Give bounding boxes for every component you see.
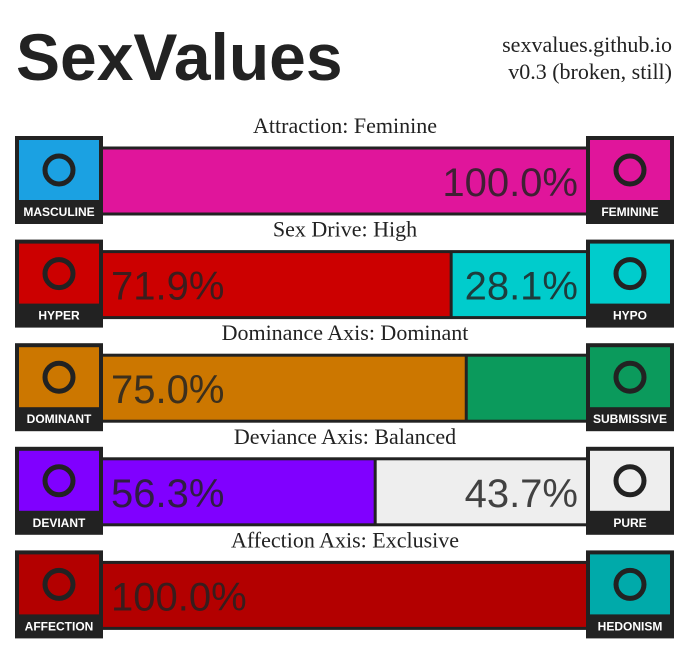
icon-label: HYPER bbox=[38, 309, 80, 323]
bar-left bbox=[101, 458, 376, 525]
bar-left bbox=[101, 562, 588, 629]
axis-title: Deviance Axis: Balanced bbox=[234, 424, 456, 449]
bar-right bbox=[466, 355, 588, 422]
icon-label-strip bbox=[588, 510, 672, 533]
icon-label: HYPO bbox=[613, 309, 647, 323]
bar-right bbox=[375, 458, 588, 525]
icon-label-strip bbox=[17, 510, 101, 533]
icon-label-strip bbox=[588, 303, 672, 326]
icon-glyph bbox=[42, 464, 76, 498]
icon-glyph bbox=[613, 464, 647, 498]
icon-label-strip bbox=[17, 303, 101, 326]
icon-label-strip bbox=[17, 407, 101, 430]
icon-glyph bbox=[42, 153, 76, 187]
value-label: 28.1% bbox=[465, 265, 578, 309]
axis-title: Attraction: Feminine bbox=[253, 113, 437, 138]
value-label: 100.0% bbox=[442, 161, 578, 205]
axis-title: Affection Axis: Exclusive bbox=[231, 527, 459, 552]
icon-glyph bbox=[613, 567, 647, 601]
icon-glyph bbox=[613, 360, 647, 394]
icon-label-strip bbox=[17, 200, 101, 222]
icon-label: PURE bbox=[613, 516, 646, 530]
icon-label-strip bbox=[588, 407, 672, 430]
bar-left bbox=[101, 355, 467, 422]
icon-label: AFFECTION bbox=[25, 619, 94, 633]
icon-glyph bbox=[42, 360, 76, 394]
version: v0.3 (broken, still) bbox=[508, 59, 672, 84]
icon-label-strip bbox=[17, 614, 101, 637]
bar-right bbox=[101, 148, 588, 214]
axis-title: Dominance Axis: Dominant bbox=[222, 320, 469, 345]
icon-glyph bbox=[42, 567, 76, 601]
page-title: SexValues bbox=[16, 20, 343, 94]
value-label: 56.3% bbox=[111, 472, 224, 516]
icon-label: MASCULINE bbox=[23, 205, 94, 219]
icon-label-strip bbox=[588, 200, 672, 222]
icon-label: DEVIANT bbox=[33, 516, 86, 530]
icon-label: SUBMISSIVE bbox=[593, 412, 667, 426]
icon-label: FEMININE bbox=[601, 205, 658, 219]
site-link[interactable]: sexvalues.github.io bbox=[502, 32, 672, 57]
bar-left bbox=[101, 251, 452, 318]
icon-label-strip bbox=[588, 614, 672, 637]
icon-glyph bbox=[42, 257, 76, 291]
icon-glyph bbox=[613, 257, 647, 291]
icon-label: DOMINANT bbox=[27, 412, 92, 426]
icon-glyph bbox=[613, 153, 647, 187]
bar-right bbox=[451, 251, 588, 318]
value-label: 100.0% bbox=[111, 575, 247, 619]
value-label: 75.0% bbox=[111, 368, 224, 412]
icon-label: HEDONISM bbox=[598, 619, 663, 633]
axis-title: Sex Drive: High bbox=[273, 217, 417, 242]
value-label: 71.9% bbox=[111, 265, 224, 309]
value-label: 43.7% bbox=[465, 472, 578, 516]
